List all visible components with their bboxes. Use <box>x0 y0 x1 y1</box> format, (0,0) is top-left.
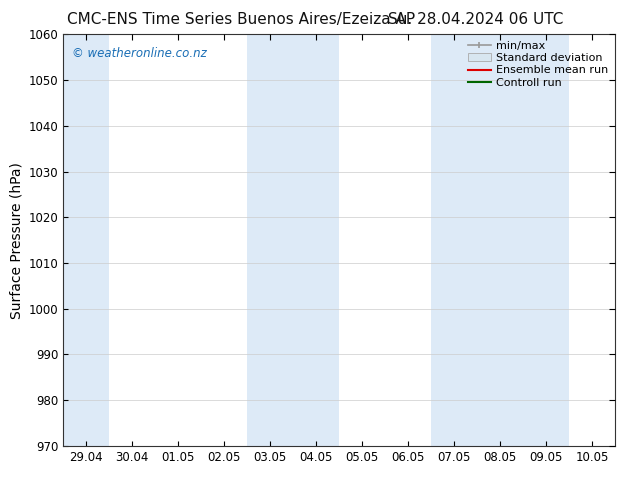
Bar <box>247 34 339 446</box>
Text: © weatheronline.co.nz: © weatheronline.co.nz <box>72 47 207 60</box>
Text: Su. 28.04.2024 06 UTC: Su. 28.04.2024 06 UTC <box>388 12 563 27</box>
Text: CMC-ENS Time Series Buenos Aires/Ezeiza AP: CMC-ENS Time Series Buenos Aires/Ezeiza … <box>67 12 415 27</box>
Bar <box>63 34 110 446</box>
Legend: min/max, Standard deviation, Ensemble mean run, Controll run: min/max, Standard deviation, Ensemble me… <box>465 38 612 91</box>
Bar <box>431 34 569 446</box>
Y-axis label: Surface Pressure (hPa): Surface Pressure (hPa) <box>10 162 23 318</box>
